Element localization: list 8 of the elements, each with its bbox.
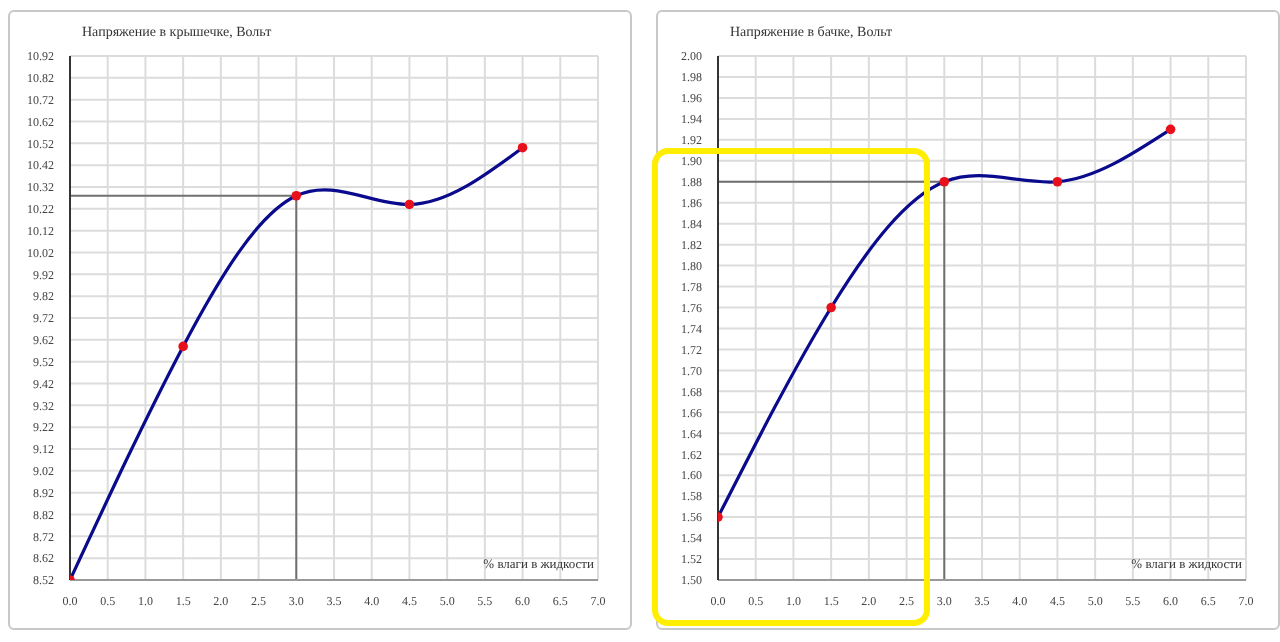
point — [826, 302, 836, 313]
point — [291, 190, 302, 201]
point — [1165, 124, 1176, 135]
point — [404, 199, 415, 210]
point — [1052, 176, 1063, 187]
point — [517, 142, 528, 153]
point — [178, 341, 188, 352]
point — [939, 176, 950, 187]
